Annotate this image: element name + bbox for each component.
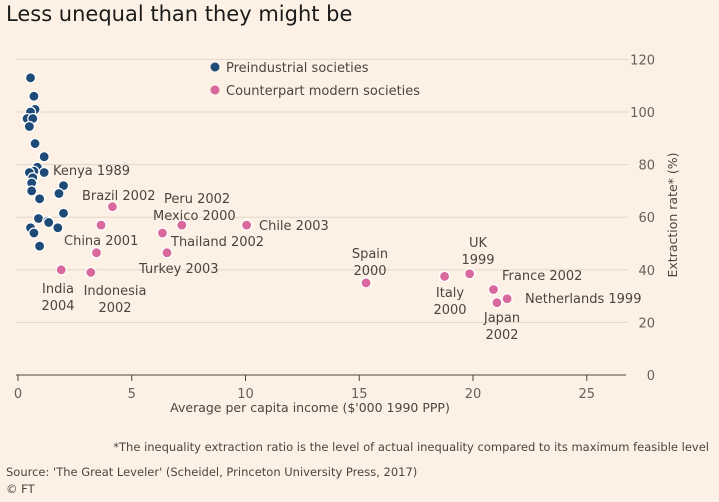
preindustrial-point — [53, 187, 65, 200]
x-tick-label: 0 — [14, 387, 22, 402]
source-note: Source: 'The Great Leveler' (Scheidel, P… — [6, 465, 418, 479]
modern-point — [55, 264, 67, 276]
legend-marker — [210, 62, 220, 72]
preindustrial-point — [38, 166, 50, 179]
data-label: China 2001 — [64, 234, 138, 249]
preindustrial-point — [26, 185, 38, 197]
preindustrial-point — [52, 222, 64, 234]
data-label: Kenya 1989 — [53, 164, 130, 179]
data-label: Netherlands 1999 — [525, 292, 641, 307]
x-tick-label: 5 — [128, 387, 136, 402]
modern-point — [176, 219, 188, 231]
data-label: Chile 2003 — [259, 219, 329, 234]
data-label: Indonesia 2002 — [84, 284, 147, 316]
y-tick-label: 120 — [630, 53, 655, 68]
legend-label: Preindustrial societies — [226, 61, 369, 76]
modern-point — [95, 219, 107, 231]
x-tick-label: 20 — [465, 387, 482, 402]
y-tick-label: 100 — [630, 106, 655, 121]
legend-marker — [210, 85, 220, 95]
modern-point — [491, 297, 503, 309]
modern-point — [487, 283, 500, 296]
y-axis-title: Extraction rate* (%) — [665, 152, 680, 277]
footnote: *The inequality extraction ratio is the … — [113, 440, 709, 454]
scatter-chart: 0 20 40 60 80 100 120 0 5 10 15 20 25 Average per cap… — [14, 53, 680, 415]
data-label: Spain 2000 — [352, 247, 388, 279]
y-tick-label: 20 — [638, 316, 655, 331]
preindustrial-point — [43, 216, 55, 229]
modern-point — [161, 247, 173, 259]
preindustrial-point — [24, 72, 37, 84]
modern-point — [85, 266, 97, 279]
data-label: Thailand 2002 — [170, 235, 264, 250]
preindustrial-point — [34, 193, 46, 205]
modern-point — [501, 293, 513, 305]
y-tick-label: 0 — [647, 369, 655, 384]
preindustrial-point — [28, 90, 40, 102]
preindustrial-point — [29, 137, 41, 150]
preindustrial-point — [32, 212, 45, 225]
data-label: India 2004 — [41, 282, 74, 314]
chart-title: Less unequal than they might be — [6, 2, 353, 26]
modern-point — [106, 201, 119, 213]
data-label: Turkey 2003 — [138, 262, 219, 277]
modern-point — [438, 270, 451, 282]
x-tick-label: 10 — [237, 387, 254, 402]
preindustrial-point — [28, 227, 40, 239]
preindustrial-point — [23, 120, 35, 133]
preindustrial-point — [34, 240, 46, 252]
y-tick-label: 40 — [638, 264, 655, 279]
y-tick-label: 60 — [638, 211, 655, 226]
data-label: Peru 2002 — [164, 192, 230, 207]
data-label: Japan 2002 — [483, 311, 520, 343]
copyright: © FT — [6, 482, 35, 496]
data-label: Mexico 2000 — [153, 209, 236, 224]
modern-point — [241, 219, 253, 231]
data-label: France 2002 — [502, 269, 582, 284]
preindustrial-point — [57, 207, 70, 219]
x-tick-label: 25 — [578, 387, 595, 402]
preindustrial-point — [38, 151, 50, 163]
data-label: Brazil 2002 — [82, 189, 156, 204]
data-label: Italy 2000 — [433, 286, 466, 318]
x-tick-label: 15 — [351, 387, 368, 402]
modern-point — [156, 227, 169, 239]
x-axis-title: Average per capita income ($'000 1990 PP… — [170, 400, 450, 415]
y-tick-label: 80 — [638, 159, 655, 174]
modern-point — [360, 277, 372, 289]
modern-point — [463, 268, 476, 280]
data-label: UK 1999 — [461, 236, 494, 268]
legend-label: Counterpart modern societies — [226, 84, 420, 99]
modern-point — [90, 247, 103, 259]
